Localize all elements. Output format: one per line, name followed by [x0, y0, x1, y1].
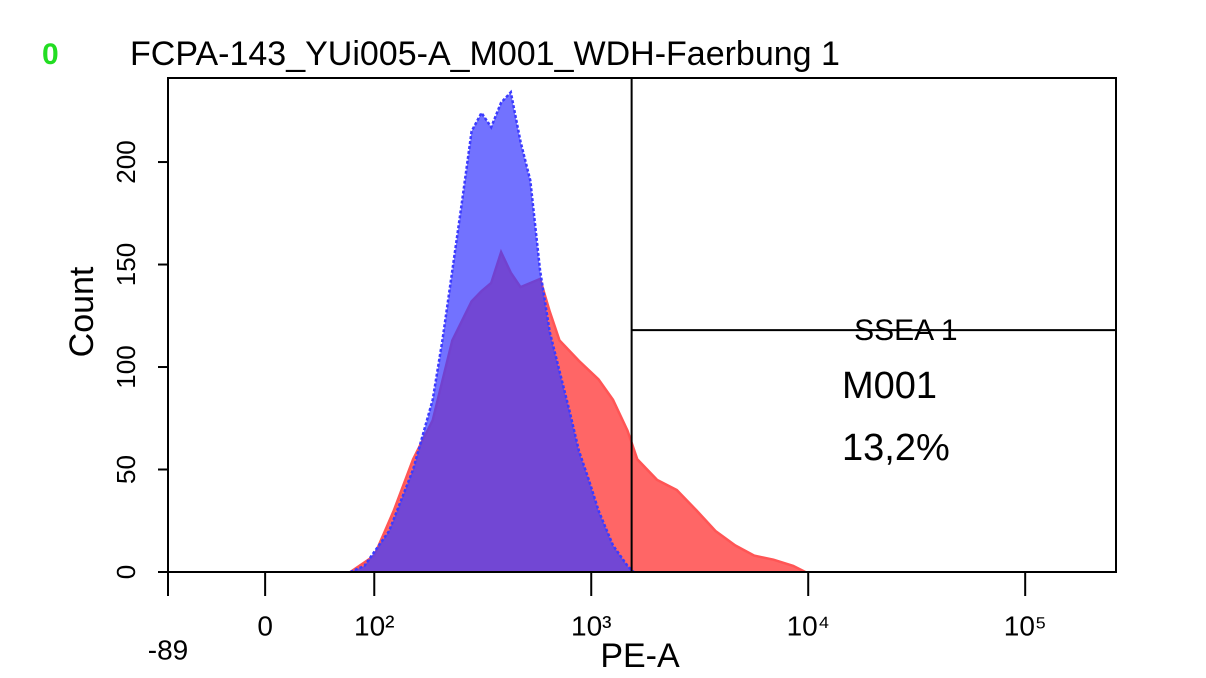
- y-axis-label: Count: [63, 266, 101, 357]
- x-tick-label: 0: [257, 610, 273, 641]
- x-tick-label: 10³: [571, 610, 611, 641]
- gate-label: SSEA 1: [854, 314, 957, 347]
- chart-title: FCPA-143_YUi005-A_M001_WDH-Faerbung 1: [130, 35, 840, 73]
- x-axis-label: PE-A: [600, 637, 680, 675]
- y-tick-label: 50: [111, 455, 141, 484]
- plot-frame: [167, 77, 1117, 573]
- histogram-area: [350, 92, 634, 573]
- y-tick-label: 100: [111, 345, 141, 388]
- y-tick-label: 150: [111, 243, 141, 286]
- gate-percent: 13,2%: [842, 427, 950, 469]
- x-tick-label: -89: [148, 634, 188, 665]
- x-tick-label: 10²: [354, 610, 394, 641]
- x-tick-label: 10⁵: [1004, 610, 1047, 641]
- y-tick-label: 200: [111, 140, 141, 183]
- x-tick-label: 10⁴: [787, 610, 830, 641]
- histogram-outline: [349, 89, 635, 574]
- y-tick-label: 0: [111, 565, 141, 579]
- gate-name: M001: [842, 365, 937, 407]
- status-indicator: 0: [42, 38, 59, 71]
